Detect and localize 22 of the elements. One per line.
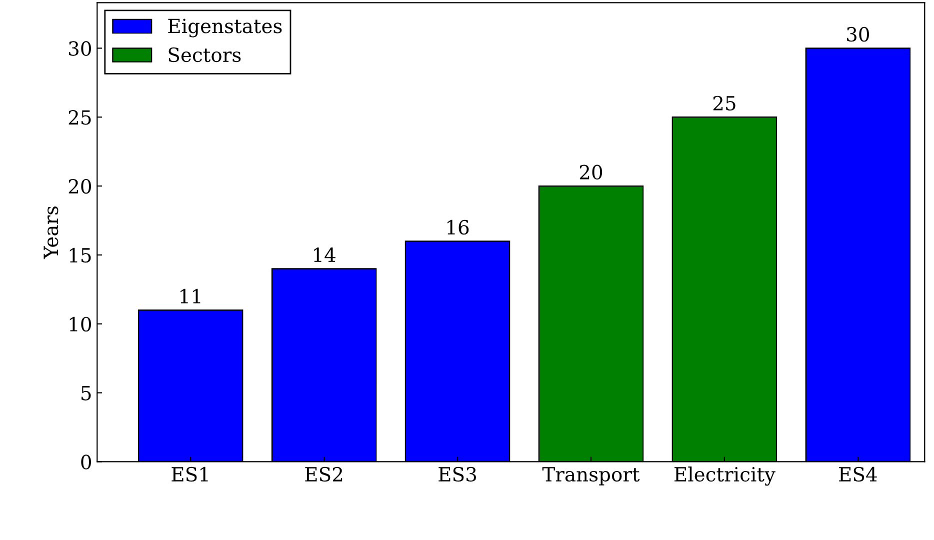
y-tick-label: 15 [70, 248, 91, 263]
data-label: 11 [180, 288, 200, 304]
data-label: 25 [713, 96, 736, 111]
y-tick-label: 25 [68, 110, 91, 125]
data-label: 14 [314, 247, 336, 262]
y-tick-label: 30 [69, 41, 91, 56]
x-tick-label: ES1 [172, 466, 208, 482]
x-tick-label: ES2 [305, 466, 342, 482]
y-tick-label: 10 [70, 316, 91, 332]
y-axis-title: Years [44, 206, 58, 260]
legend-label: Eigenstates [168, 18, 282, 38]
x-tick-label: Electricity [674, 466, 776, 486]
y-tick-label: 0 [81, 454, 91, 470]
x-tick-label: ES4 [839, 466, 877, 482]
data-label: 30 [847, 26, 870, 42]
y-tick-label: 20 [68, 178, 91, 194]
x-tick-label: Transport [542, 467, 640, 486]
legend-label: Sectors [168, 47, 241, 62]
x-tick-label: ES3 [438, 466, 476, 482]
data-label: 20 [580, 164, 602, 180]
data-label: 16 [448, 220, 469, 235]
y-tick-label: 5 [82, 386, 91, 400]
